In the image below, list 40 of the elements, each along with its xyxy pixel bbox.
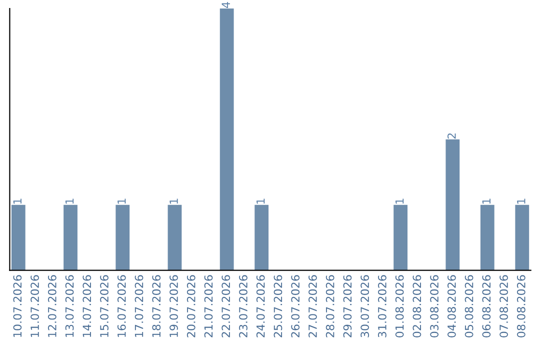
x-tick-label: 07.08.2026 xyxy=(500,275,508,338)
x-tick-label: 22.07.2026 xyxy=(222,275,230,338)
x-tick-label: 25.07.2026 xyxy=(274,275,282,338)
x-tick-label: 02.08.2026 xyxy=(412,275,422,338)
x-tick-label: 01.08.2026 xyxy=(395,275,404,338)
x-tick-label: 11.07.2026 xyxy=(30,275,39,337)
data-label: 1 xyxy=(170,198,178,204)
data-label: 1 xyxy=(65,198,74,204)
x-tick-label: 20.07.2026 xyxy=(186,275,196,338)
x-tick-label: 08.08.2026 xyxy=(516,275,526,338)
x-tick-label: 03.08.2026 xyxy=(430,275,439,338)
x-tick-label: 26.07.2026 xyxy=(291,275,300,338)
data-label: 1 xyxy=(256,198,265,204)
x-tick-label: 13.07.2026 xyxy=(65,275,74,337)
data-label: 1 xyxy=(13,198,22,204)
data-label: 1 xyxy=(517,198,526,204)
x-tick-label: 30.07.2026 xyxy=(360,275,370,338)
data-label: 2 xyxy=(447,133,456,139)
data-label: 1 xyxy=(118,198,126,204)
x-tick-label: 27.07.2026 xyxy=(308,275,317,338)
x-tick-label: 24.07.2026 xyxy=(256,275,265,338)
x-tick-label: 06.08.2026 xyxy=(482,275,491,338)
data-label: 1 xyxy=(482,198,490,204)
data-label: 1 xyxy=(396,198,404,204)
x-tick-label: 31.07.2026 xyxy=(378,275,386,338)
data-label: 4 xyxy=(222,2,230,8)
x-tick-label: 28.07.2026 xyxy=(326,275,334,338)
x-tick-label: 17.07.2026 xyxy=(134,275,144,337)
x-tick-label: 23.07.2026 xyxy=(239,275,248,338)
x-tick-label: 21.07.2026 xyxy=(204,275,213,338)
x-tick-label: 10.07.2026 xyxy=(13,275,22,337)
x-tick-label: 04.08.2026 xyxy=(447,275,456,338)
x-tick-label: 05.08.2026 xyxy=(464,275,474,338)
x-tick-label: 14.07.2026 xyxy=(82,275,92,337)
x-tick-label: 18.07.2026 xyxy=(152,275,161,337)
x-tick-label: 12.07.2026 xyxy=(48,275,56,337)
x-tick-label: 19.07.2026 xyxy=(170,275,178,337)
x-tick-label: 29.07.2026 xyxy=(343,275,352,338)
x-tick-label: 15.07.2026 xyxy=(100,275,108,337)
x-tick-label: 16.07.2026 xyxy=(117,275,126,337)
